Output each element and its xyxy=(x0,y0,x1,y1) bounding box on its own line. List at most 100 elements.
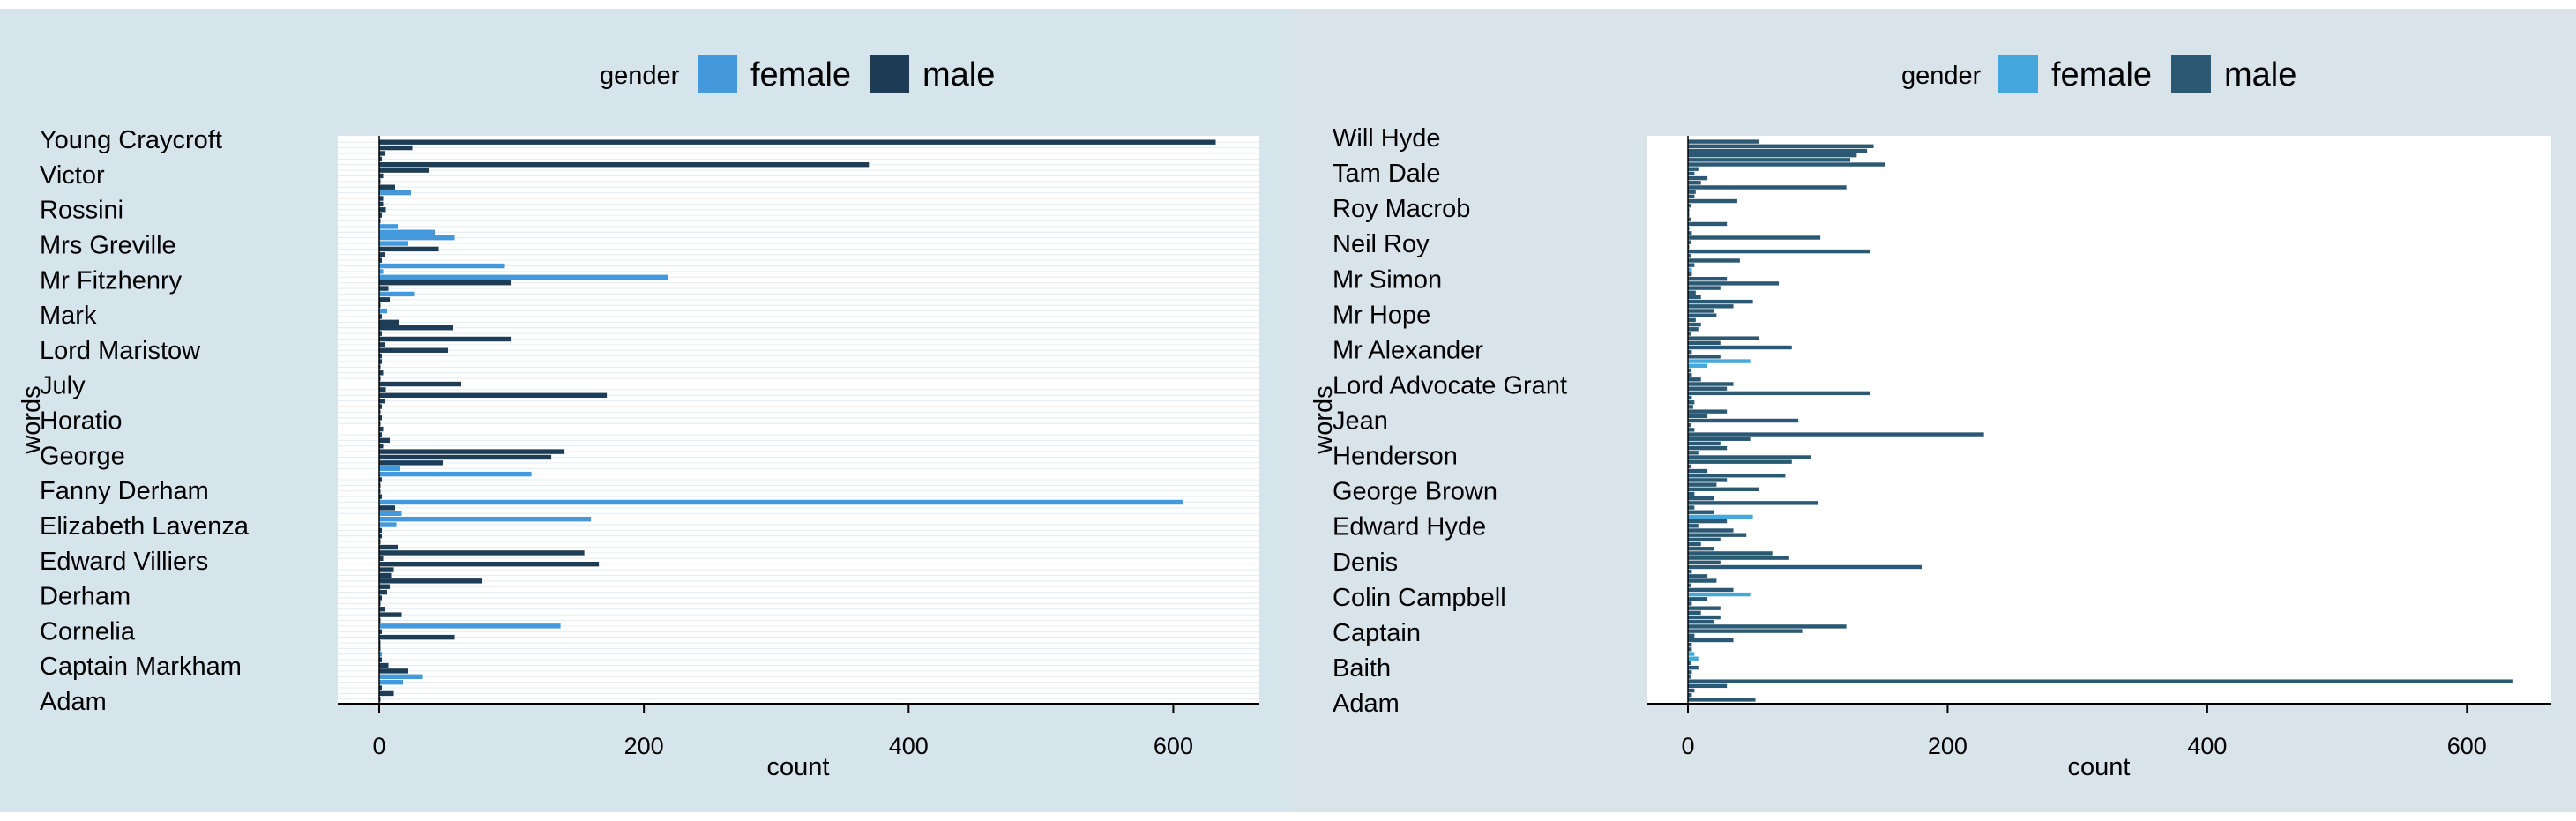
word-label: Adam xyxy=(40,688,107,716)
bar-male xyxy=(379,578,483,584)
bar-male xyxy=(379,640,381,646)
bar-male xyxy=(379,325,454,331)
bar-male xyxy=(379,668,409,674)
left-gridlines xyxy=(338,141,1259,700)
word-label: Mr Alexander xyxy=(1333,336,1483,364)
bar-female xyxy=(379,516,592,522)
bar-male xyxy=(1688,263,1695,267)
bar-female xyxy=(379,224,399,229)
bar-male xyxy=(1688,295,1701,300)
bar-male xyxy=(379,544,399,550)
bar-male xyxy=(1688,510,1714,514)
word-label: Mr Hope xyxy=(1333,301,1430,329)
word-label: Roy Macrob xyxy=(1333,195,1470,223)
word-label: George Brown xyxy=(1333,478,1497,506)
bar-male xyxy=(379,347,449,353)
word-label: Rossini xyxy=(40,197,123,225)
bar-male xyxy=(379,353,383,359)
bar-male xyxy=(379,173,384,179)
bar-male xyxy=(1688,422,1691,428)
word-label: Fanny Derham xyxy=(40,477,209,505)
bar-male xyxy=(1688,299,1753,304)
left-x-ticks: 0 200 400 600 xyxy=(372,704,1193,759)
x-tick-label: 600 xyxy=(1154,733,1193,759)
bar-male xyxy=(1688,597,1708,601)
bar-male xyxy=(1688,372,1692,377)
bar-male xyxy=(379,151,385,156)
bar-male xyxy=(1688,217,1691,221)
x-tick-label: 400 xyxy=(889,733,929,759)
bar-male xyxy=(379,556,384,562)
bar-female xyxy=(1688,514,1753,519)
bar-female xyxy=(1688,359,1751,363)
bar-male xyxy=(1688,638,1734,643)
bar-male xyxy=(379,381,462,387)
bar-male xyxy=(379,297,391,302)
bar-female xyxy=(1688,656,1699,661)
bar-male xyxy=(1688,541,1701,547)
bar-male xyxy=(379,572,392,578)
bar-male xyxy=(1688,272,1692,277)
word-label: Mark xyxy=(40,302,97,330)
bar-male xyxy=(1688,276,1728,281)
bar-male xyxy=(1688,139,1759,144)
bar-male xyxy=(379,449,565,454)
bar-male xyxy=(379,460,444,466)
right-legend-male-swatch xyxy=(2171,55,2211,93)
bar-male xyxy=(379,617,381,623)
bar-male xyxy=(379,184,396,190)
bar-male xyxy=(1688,240,1691,244)
bar-male xyxy=(379,286,389,291)
bar-male xyxy=(379,207,386,213)
bar-male xyxy=(1688,249,1870,254)
bar-male xyxy=(379,257,383,263)
bar-female xyxy=(379,471,532,477)
bar-male xyxy=(1688,482,1717,487)
bar-male xyxy=(1688,368,1691,373)
bar-male xyxy=(1688,629,1803,633)
bar-male xyxy=(1688,175,1708,181)
bar-male xyxy=(1688,313,1717,317)
word-label: Edward Hyde xyxy=(1333,513,1486,541)
bar-male xyxy=(1688,620,1714,624)
bar-male xyxy=(379,213,383,218)
bar-female xyxy=(379,291,415,297)
bar-male xyxy=(1688,258,1740,263)
word-label: Elizabeth Lavenza xyxy=(40,512,250,541)
bar-male xyxy=(379,342,385,347)
bar-male xyxy=(1688,428,1695,432)
bar-male xyxy=(1688,569,1692,574)
bar-male xyxy=(1688,309,1714,313)
bar-male xyxy=(379,252,385,257)
bar-male xyxy=(1688,551,1773,556)
left-legend-title: gender xyxy=(600,62,680,90)
word-label: Lord Maristow xyxy=(40,337,201,365)
bar-male xyxy=(1688,322,1701,327)
bar-male xyxy=(1688,455,1811,459)
right-panel: gender female male 0 200 400 600 Will Hyde T… xyxy=(1310,55,2551,781)
bar-male xyxy=(379,454,552,460)
bar-male xyxy=(1688,615,1721,620)
bar-female xyxy=(1688,363,1708,368)
bar-male xyxy=(379,634,455,640)
bar-male xyxy=(379,607,385,612)
bar-male xyxy=(379,409,381,415)
word-label: Captain xyxy=(1333,619,1421,647)
bar-male xyxy=(1688,181,1701,185)
word-label: Will Hyde xyxy=(1333,124,1440,153)
bar-male xyxy=(1688,459,1792,464)
bar-male xyxy=(379,201,384,207)
word-label: Jean xyxy=(1333,407,1388,436)
bar-female xyxy=(379,499,1183,505)
bar-female xyxy=(379,674,423,680)
bar-male xyxy=(1688,661,1691,666)
bar-male xyxy=(1688,437,1751,441)
bar-male xyxy=(1688,478,1728,482)
x-tick-label: 600 xyxy=(2447,733,2487,759)
bar-male xyxy=(1688,162,1885,167)
bar-male xyxy=(379,629,383,634)
bar-male xyxy=(1688,153,1857,158)
bar-male xyxy=(379,494,383,499)
bar-male xyxy=(1688,693,1692,698)
